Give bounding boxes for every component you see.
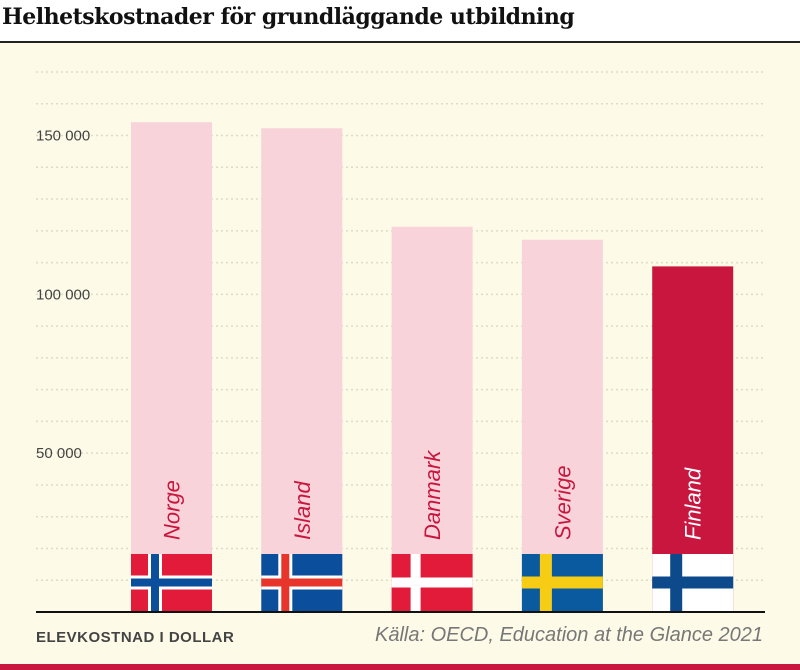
bar-label-finland: Finland bbox=[681, 467, 706, 540]
denmark-flag-icon bbox=[391, 554, 473, 611]
bar-norge bbox=[131, 122, 212, 612]
norway-flag-icon bbox=[131, 554, 212, 611]
y-tick-label: 50 000 bbox=[36, 445, 82, 462]
bar-label-island: Island bbox=[290, 481, 315, 540]
bar-sverige bbox=[521, 239, 603, 612]
iceland-flag-icon bbox=[261, 554, 343, 611]
y-tick-label: 150 000 bbox=[36, 128, 90, 145]
bar-label-sverige: Sverige bbox=[550, 465, 575, 540]
y-tick-label: 100 000 bbox=[36, 286, 90, 303]
bar-label-norge: Norge bbox=[160, 480, 185, 540]
chart-title: Helhetskostnader för grundläggande utbil… bbox=[2, 4, 575, 30]
finland-flag-icon bbox=[652, 554, 734, 611]
y-axis-label: ELEVKOSTNAD I DOLLAR bbox=[36, 629, 235, 646]
source-note: Källa: OECD, Education at the Glance 202… bbox=[374, 624, 763, 646]
bar-danmark bbox=[391, 226, 473, 612]
bar-label-danmark: Danmark bbox=[420, 450, 445, 540]
sweden-flag-icon bbox=[521, 554, 603, 611]
bottom-accent-bar bbox=[0, 664, 800, 670]
bar-island bbox=[261, 128, 343, 613]
title-bar: Helhetskostnader för grundläggande utbil… bbox=[0, 0, 800, 43]
